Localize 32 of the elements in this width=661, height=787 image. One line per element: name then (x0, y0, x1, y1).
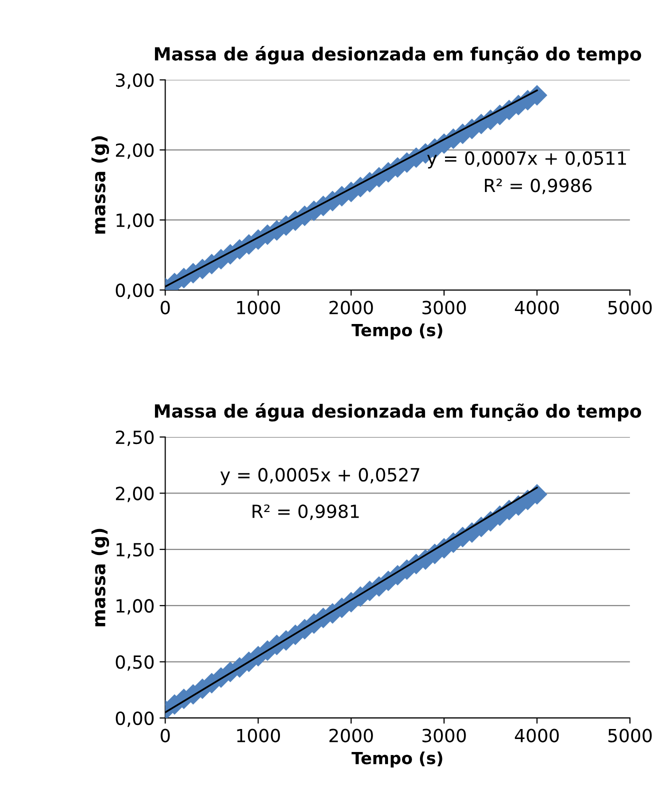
x-tick-label: 2000 (329, 300, 373, 314)
chart-title: Massa de água desionzada em função do tempo (154, 46, 642, 64)
x-tick-label: 2000 (329, 728, 373, 742)
x-tick-label: 4000 (514, 728, 559, 742)
annotation: y = 0,0007x + 0,0511 (427, 151, 626, 168)
annotation: R² = 0,9981 (252, 504, 359, 520)
y-tick-label: 1,50 (116, 542, 154, 558)
x-tick-label: 3000 (422, 728, 466, 742)
x-tick-label: 1000 (237, 728, 280, 742)
x-tick-label: 5000 (608, 300, 652, 314)
x-tick-label: 4000 (514, 300, 559, 314)
x-tick-label: 0 (160, 300, 170, 314)
y-tick-label: 0,50 (116, 655, 154, 671)
y-tick-label: 3,00 (116, 73, 154, 89)
x-tick-label: 0 (160, 728, 170, 742)
x-axis-title: Tempo (s) (352, 323, 442, 340)
x-axis-title: Tempo (s) (352, 751, 442, 768)
x-tick-label: 3000 (422, 300, 466, 314)
y-tick-label: 0,00 (116, 283, 154, 299)
chart-title: Massa de água desionzada em função do tempo (154, 403, 642, 422)
x-tick-label: 5000 (608, 728, 652, 742)
y-tick-label: 1,00 (116, 213, 154, 229)
y-tick-label: 2,00 (116, 143, 154, 159)
annotation: R² = 0,9986 (484, 178, 592, 194)
y-tick-label: 0,00 (116, 711, 154, 727)
y-tick-label: 2,00 (116, 486, 154, 502)
x-tick-label: 1000 (237, 300, 280, 314)
annotation: y = 0,0005x + 0,0527 (220, 468, 420, 486)
y-axis-title: massa (g) (91, 136, 110, 234)
y-axis-title: massa (g) (91, 528, 110, 626)
y-tick-label: 2,50 (116, 430, 154, 446)
y-tick-label: 1,00 (116, 599, 154, 615)
